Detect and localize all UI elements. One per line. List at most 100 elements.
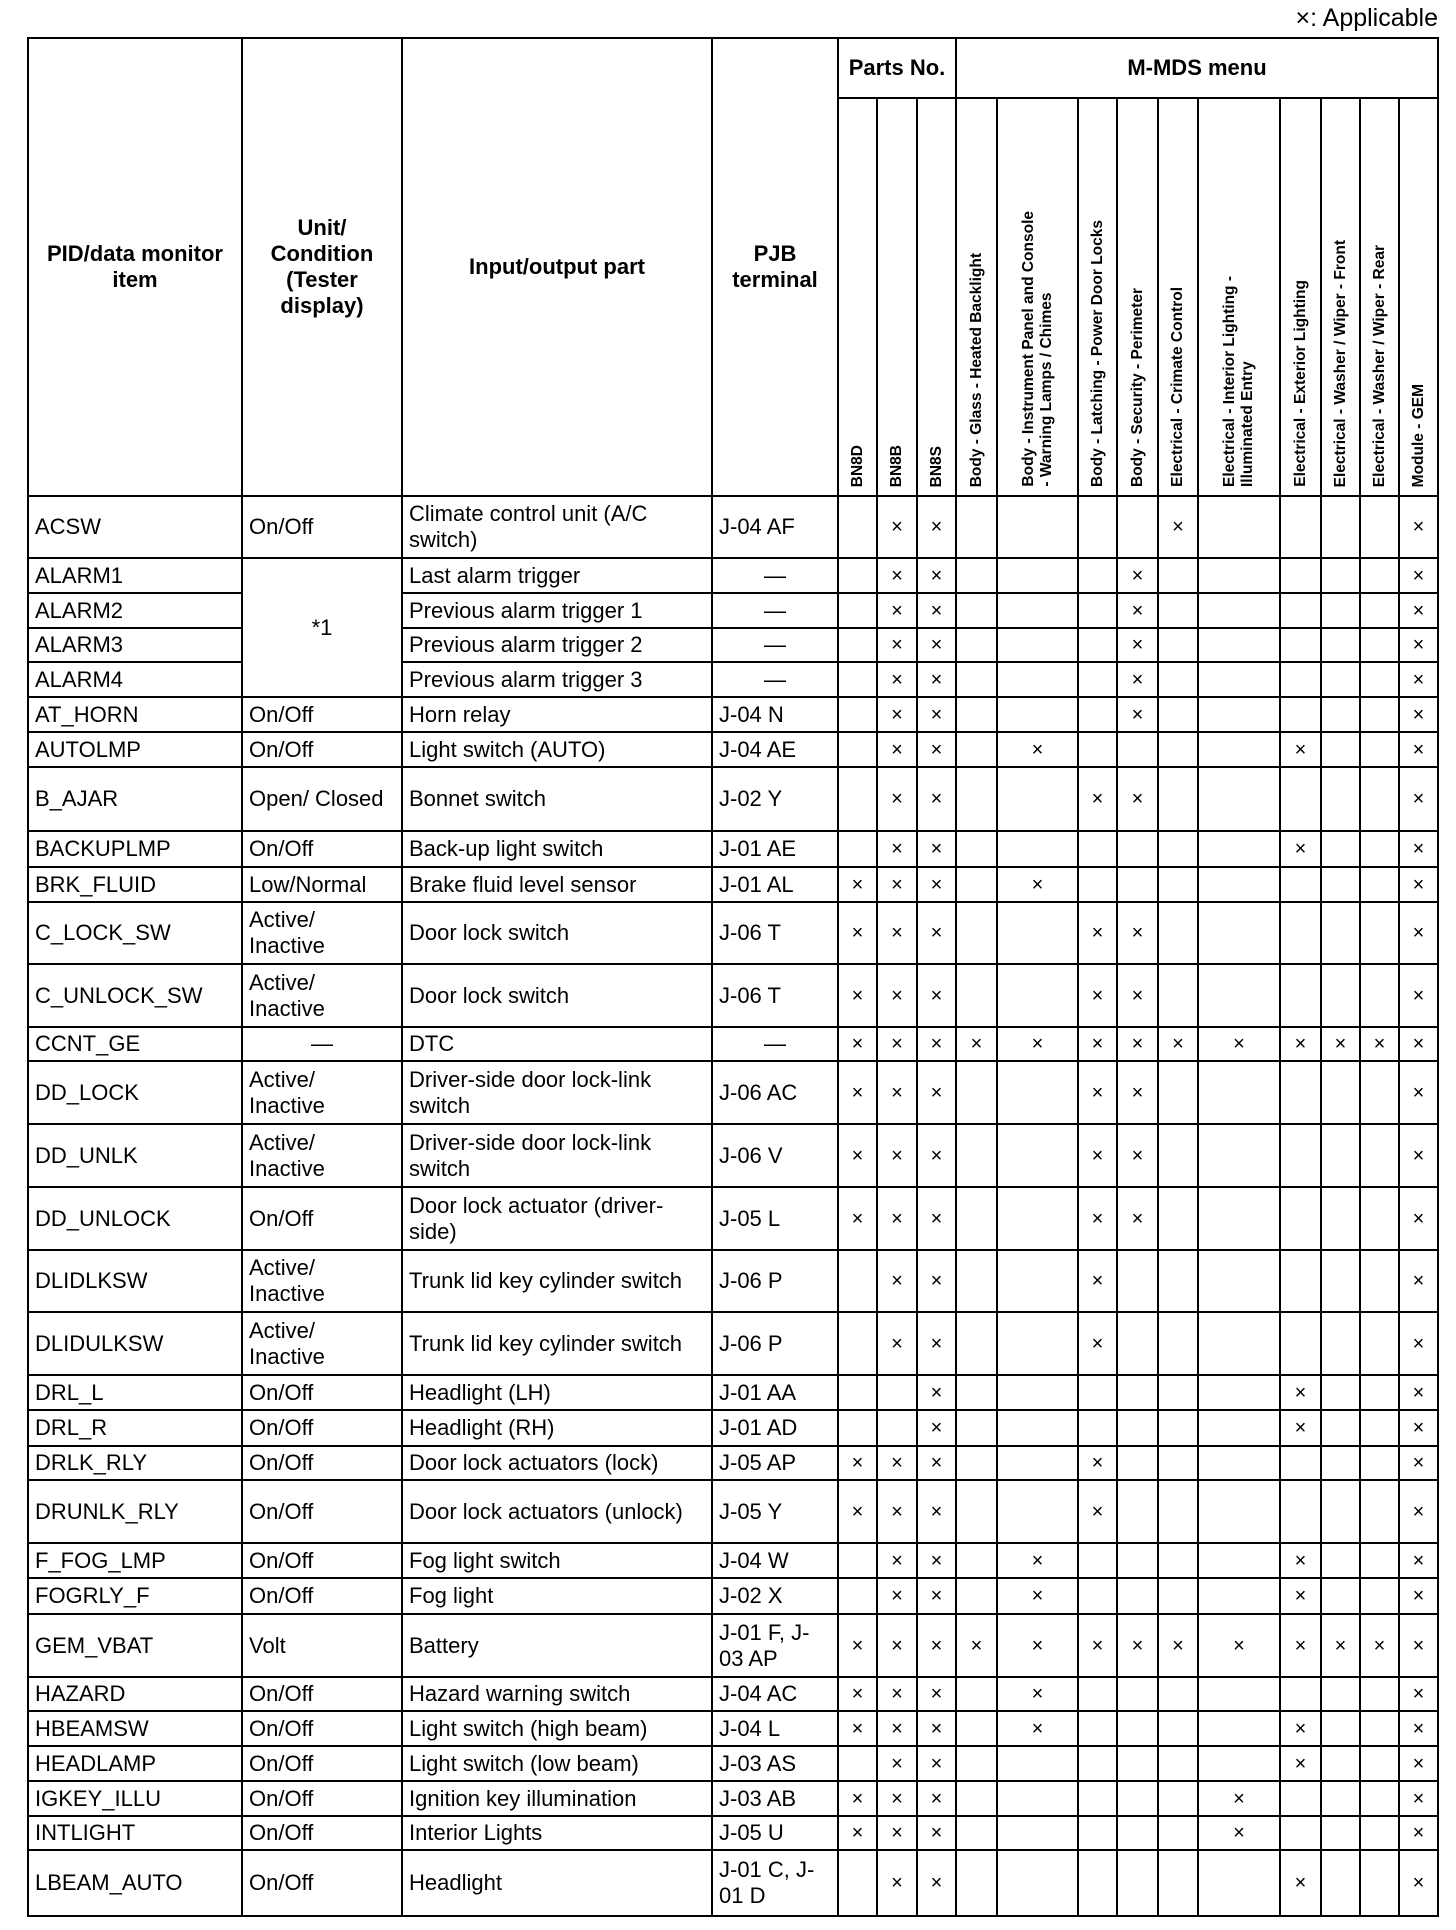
applicable-cell: × — [876, 1710, 918, 1747]
applicable-mark: × — [891, 788, 903, 810]
applicable-cell — [1116, 1577, 1159, 1615]
unit-cell: On/Off — [241, 1479, 403, 1544]
pid-cell: F_FOG_LMP — [27, 1542, 243, 1579]
applicable-cell — [1197, 1710, 1281, 1747]
applicable-cell: × — [1116, 661, 1159, 698]
applicable-cell: × — [916, 627, 957, 663]
table-row: AT_HORN On/Off Horn relay J-04 N × × × × — [27, 696, 1439, 733]
unit-cell: On/Off — [241, 1815, 403, 1851]
header-column: Body - Glass - Heated Backlight — [955, 97, 998, 497]
applicable-cell: × — [1077, 1613, 1118, 1678]
applicable-mark: × — [891, 1270, 903, 1292]
terminal-cell: J-01 AA — [711, 1374, 839, 1411]
applicable-cell: × — [1116, 1060, 1159, 1125]
applicable-cell — [837, 696, 878, 733]
applicable-cell — [1197, 1479, 1281, 1544]
part-cell: Previous alarm trigger 3 — [401, 661, 713, 698]
applicable-cell — [955, 1311, 998, 1376]
applicable-mark: × — [930, 1717, 943, 1740]
applicable-mark: × — [1412, 738, 1425, 761]
applicable-cell — [1359, 557, 1400, 594]
table-row: C_UNLOCK_SW Active/ Inactive Door lock swi… — [27, 963, 1439, 1028]
part-cell: Door lock actuators (lock) — [401, 1445, 713, 1481]
applicable-cell: × — [837, 1815, 878, 1851]
table-row: INTLIGHT On/Off Interior Lights J-05 U × × × × × — [27, 1815, 1439, 1851]
applicable-mark: × — [930, 838, 943, 860]
applicable-cell — [955, 1676, 998, 1712]
applicable-cell: × — [996, 1577, 1079, 1615]
applicable-cell: × — [916, 495, 957, 559]
applicable-cell — [1197, 1374, 1281, 1411]
applicable-mark: × — [1131, 1144, 1144, 1167]
header-column: Body - Latching - Power Door Locks — [1077, 97, 1118, 497]
applicable-mark: × — [1294, 1381, 1307, 1404]
header-parts-no: Parts No. — [837, 37, 957, 99]
applicable-mark: × — [1412, 1752, 1425, 1775]
applicable-cell: × — [1077, 1445, 1118, 1481]
applicable-cell — [1359, 1577, 1400, 1615]
applicable-mark: × — [1031, 873, 1044, 896]
applicable-cell — [1077, 830, 1118, 868]
applicable-cell — [1320, 661, 1361, 698]
applicable-cell — [1197, 661, 1281, 698]
applicable-mark: × — [891, 1452, 903, 1474]
applicable-mark: × — [1412, 599, 1425, 622]
applicable-cell: × — [876, 1577, 918, 1615]
applicable-cell — [955, 1249, 998, 1313]
part-cell: Headlight (LH) — [401, 1374, 713, 1411]
applicable-cell: × — [876, 1311, 918, 1376]
part-cell: Climate control unit (A/C switch) — [401, 495, 713, 559]
applicable-cell: × — [876, 963, 918, 1028]
applicable-cell: × — [955, 1613, 998, 1678]
applicable-mark: × — [1294, 1585, 1307, 1607]
applicable-cell — [1197, 1676, 1281, 1712]
terminal-cell: J-03 AS — [711, 1745, 839, 1782]
unit-cell: On/Off — [241, 1577, 403, 1615]
applicable-mark: × — [1091, 1634, 1104, 1657]
unit-cell: Active/ Inactive — [241, 1060, 403, 1125]
applicable-mark: × — [930, 599, 943, 622]
applicable-cell: × — [1077, 766, 1118, 832]
applicable-mark: × — [1091, 1207, 1104, 1230]
applicable-mark: × — [930, 1033, 943, 1055]
header-column: BN8B — [876, 97, 918, 497]
applicable-mark: × — [891, 599, 903, 622]
applicable-cell: × — [916, 901, 957, 965]
applicable-cell — [1077, 696, 1118, 733]
applicable-mark: × — [1412, 1787, 1425, 1810]
applicable-cell — [996, 1060, 1079, 1125]
applicable-mark: × — [1091, 1033, 1104, 1055]
applicable-cell — [1157, 592, 1199, 629]
pid-cell: LBEAM_AUTO — [27, 1849, 243, 1917]
applicable-mark: × — [1412, 1634, 1425, 1657]
applicable-cell: × — [1077, 1026, 1118, 1062]
part-cell: Fog light switch — [401, 1542, 713, 1579]
applicable-cell: × — [916, 1374, 957, 1411]
applicable-mark: × — [1233, 1822, 1245, 1844]
table-row: DRUNLK_RLY On/Off Door lock actuators (unl… — [27, 1479, 1439, 1544]
applicable-mark: × — [930, 984, 943, 1007]
applicable-cell — [1359, 661, 1400, 698]
applicable-cell: × — [876, 830, 918, 868]
applicable-cell: × — [837, 1710, 878, 1747]
applicable-cell — [1116, 1374, 1159, 1411]
part-cell: Driver-side door lock-link switch — [401, 1123, 713, 1188]
applicable-cell — [1197, 731, 1281, 768]
applicable-mark: × — [1412, 1500, 1425, 1523]
applicable-mark: × — [1412, 564, 1425, 587]
applicable-cell — [955, 1374, 998, 1411]
applicable-cell — [1077, 1577, 1118, 1615]
applicable-cell: × — [837, 1676, 878, 1712]
applicable-cell — [837, 1745, 878, 1782]
pid-cell: ACSW — [27, 495, 243, 559]
applicable-cell: × — [916, 557, 957, 594]
applicable-mark: × — [930, 1207, 943, 1230]
applicable-mark: × — [970, 1634, 983, 1657]
applicable-cell — [1197, 830, 1281, 868]
terminal-cell: J-02 X — [711, 1577, 839, 1615]
applicable-cell: × — [1197, 1780, 1281, 1817]
applicable-mark: × — [1091, 1500, 1104, 1523]
part-cell: Door lock actuator (driver-side) — [401, 1186, 713, 1251]
applicable-mark: × — [1412, 922, 1425, 944]
applicable-cell — [1320, 866, 1361, 903]
